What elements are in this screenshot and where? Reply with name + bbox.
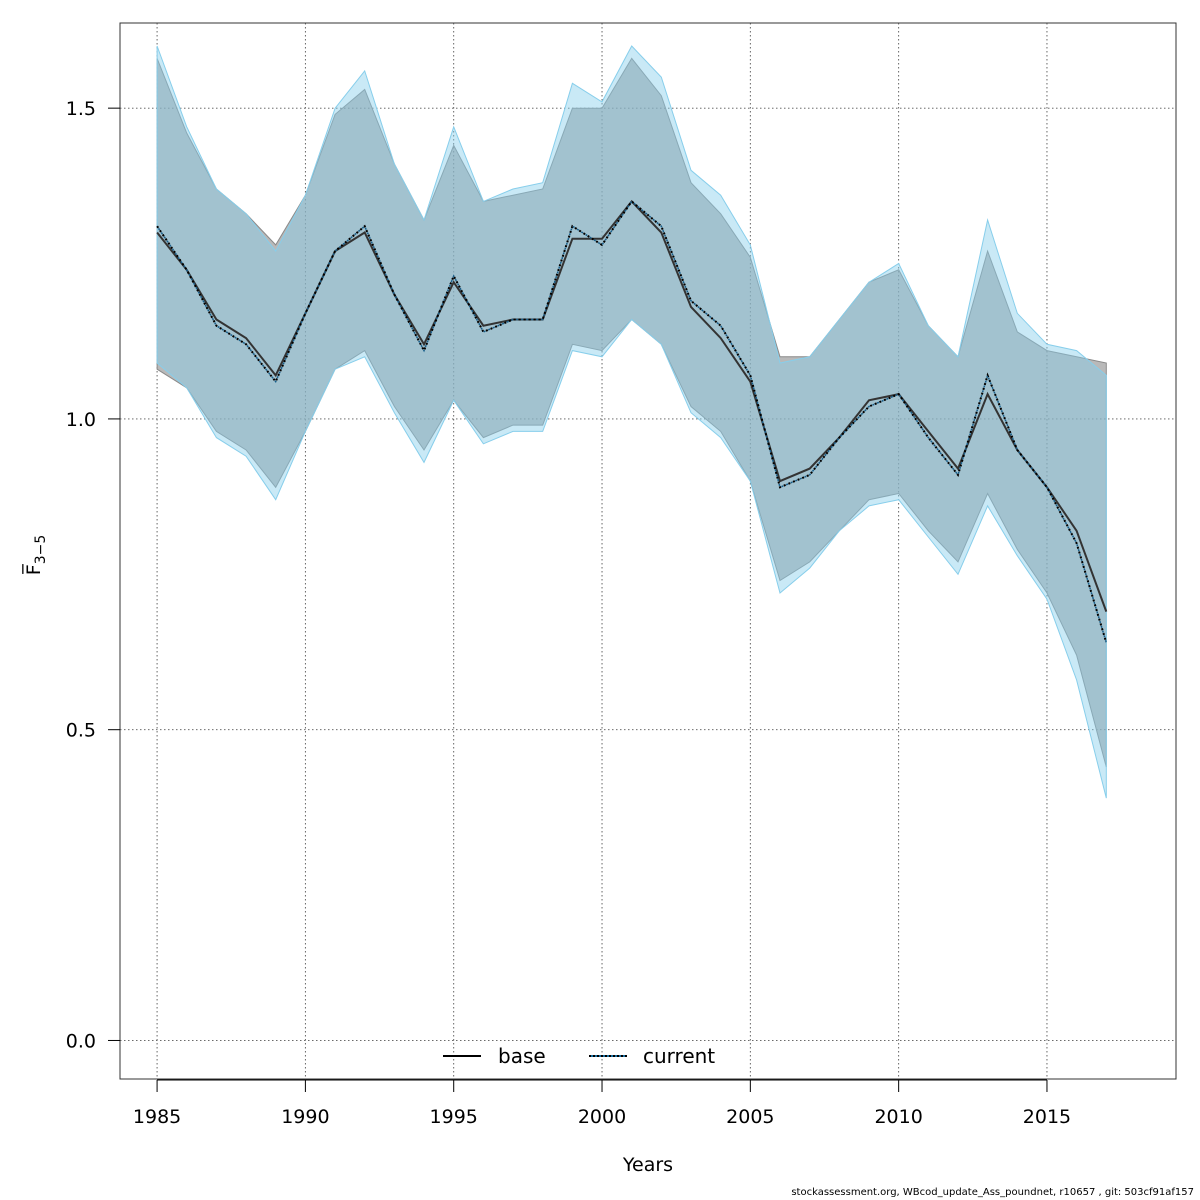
y-axis-title-subscript: 3−5 xyxy=(33,535,49,565)
y-axis: 0.0 0.5 1.0 1.5 xyxy=(66,98,120,1052)
x-tick-label-2005: 2005 xyxy=(726,1106,774,1128)
y-tick-label-0.0: 0.0 xyxy=(66,1030,96,1052)
x-tick-label-2010: 2010 xyxy=(874,1106,922,1128)
legend-label-current: current xyxy=(643,1044,715,1068)
x-axis: 1985 1990 1995 2000 2005 2010 2015 xyxy=(133,1079,1071,1128)
y-tick-label-1.5: 1.5 xyxy=(66,98,96,120)
y-axis-title-main: F̅ xyxy=(21,563,45,575)
x-axis-title: Years xyxy=(622,1154,673,1176)
y-tick-label-1.0: 1.0 xyxy=(66,409,96,431)
legend-label-base: base xyxy=(498,1044,546,1068)
x-tick-label-1990: 1990 xyxy=(281,1106,329,1128)
plot-frame xyxy=(119,22,1177,1080)
series-lines xyxy=(156,199,1108,643)
confidence-bands xyxy=(156,45,1107,799)
y-axis-title: F̅3−5 xyxy=(21,535,49,575)
x-tick-label-1985: 1985 xyxy=(133,1106,181,1128)
series-line-current-dark xyxy=(156,199,1108,643)
y-tick-label-0.5: 0.5 xyxy=(66,720,96,742)
legend: base current xyxy=(443,1044,715,1068)
x-tick-label-2000: 2000 xyxy=(578,1106,626,1128)
x-tick-label-2015: 2015 xyxy=(1023,1106,1071,1128)
band-current xyxy=(156,45,1107,799)
x-tick-label-1995: 1995 xyxy=(430,1106,478,1128)
footer-credit: stockassessment.org, WBcod_update_Ass_po… xyxy=(791,1187,1194,1198)
